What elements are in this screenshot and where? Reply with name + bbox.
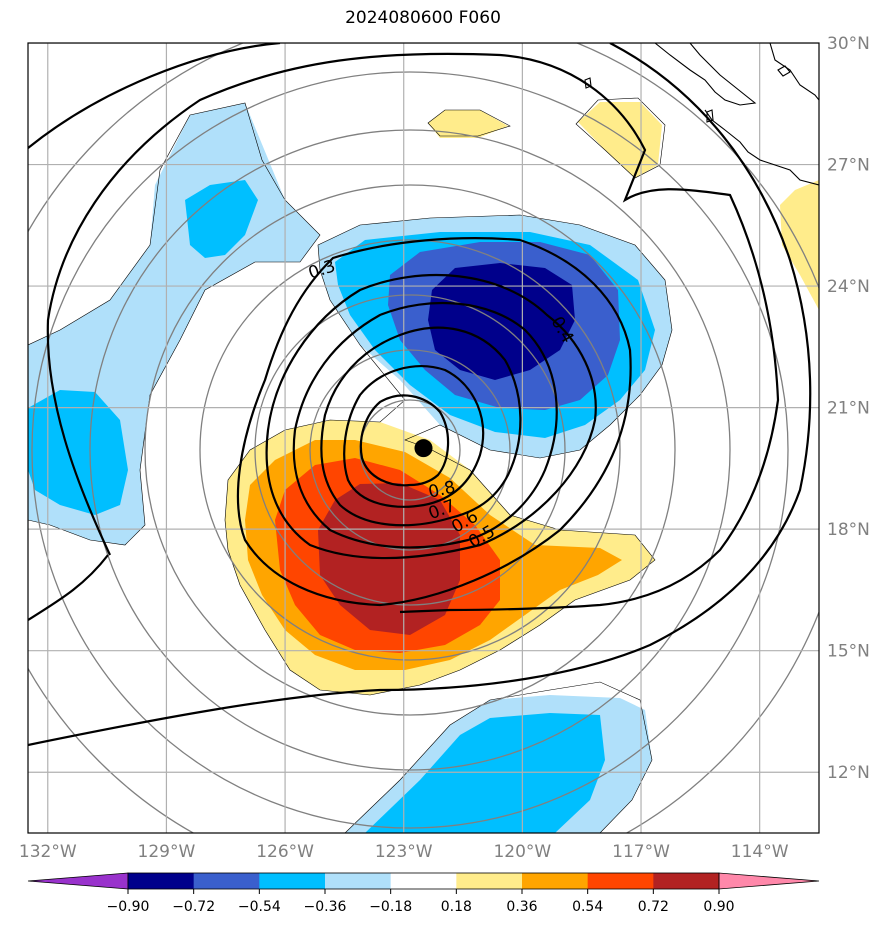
lat-tick-label: 12°N xyxy=(827,763,870,783)
zero-line-bottom xyxy=(344,681,653,833)
zero-line-center xyxy=(224,214,673,696)
contour-0.3-ring xyxy=(236,237,632,607)
colorbar-tick-label: 0.36 xyxy=(506,899,537,915)
colorbar: −0.90 −0.72 −0.54 −0.36 −0.18 0.18 0.36 0.54 0.7… xyxy=(27,872,820,915)
colorbar-tick-label: 0.18 xyxy=(441,899,472,915)
contour-0.4 xyxy=(265,273,597,560)
shade-neg-navy xyxy=(428,263,575,380)
coastline-mainland xyxy=(769,43,819,101)
lon-tick-label: 117°W xyxy=(612,842,670,862)
center-marker xyxy=(414,439,433,458)
contour-0.5 xyxy=(292,301,558,549)
colorbar-tick-label: −0.18 xyxy=(369,899,412,915)
colorbar-segment xyxy=(193,873,260,889)
lat-tick-label: 21°N xyxy=(827,399,870,419)
colorbar-extend-max xyxy=(718,872,820,890)
zero-line-northeast xyxy=(575,97,666,179)
shade-bottom-cyan xyxy=(365,713,605,833)
lat-tick-label: 27°N xyxy=(827,156,870,176)
lat-tick-label: 24°N xyxy=(827,277,870,297)
contour-0.3 xyxy=(28,554,109,621)
lat-tick-label: 15°N xyxy=(827,642,870,662)
coastline-gulf xyxy=(704,109,819,186)
zero-line-west xyxy=(28,102,321,546)
lat-tick-label: 18°N xyxy=(827,520,870,540)
latitude-tick-labels: 12°N 15°N 18°N 21°N 24°N 27°N 30°N xyxy=(827,34,870,783)
gridlines xyxy=(28,43,819,833)
coastline xyxy=(584,43,819,186)
lon-tick-label: 123°W xyxy=(375,842,433,862)
gray-ring xyxy=(254,294,566,606)
island xyxy=(777,65,791,77)
coastline-baja xyxy=(654,43,757,106)
black-contours xyxy=(28,43,812,747)
colorbar-segment xyxy=(128,873,195,889)
colorbar-tick-label: 0.72 xyxy=(638,899,669,915)
colorbar-tick-label: 0.54 xyxy=(572,899,603,915)
colorbar-segment xyxy=(325,873,392,889)
gray-ring xyxy=(199,239,621,661)
shade-cyan-west xyxy=(28,390,128,515)
contour-0.8 xyxy=(359,394,450,487)
colorbar-tick-label: −0.90 xyxy=(107,899,150,915)
lon-tick-label: 129°W xyxy=(138,842,196,862)
lon-tick-label: 120°W xyxy=(493,842,551,862)
colorbar-segment xyxy=(390,873,457,889)
colorbar-segment xyxy=(456,873,523,889)
gray-ring xyxy=(31,71,789,829)
zero-line-top xyxy=(427,109,511,137)
colorbar-segment xyxy=(587,873,654,889)
contour-0.6 xyxy=(320,326,522,527)
colorbar-tick-label: −0.36 xyxy=(304,899,347,915)
lon-tick-label: 114°W xyxy=(731,842,789,862)
colorbar-tick-label: 0.90 xyxy=(703,899,734,915)
contour-0.7 xyxy=(343,365,485,508)
shade-cyan-northwest xyxy=(185,180,258,258)
contour-mid-ring xyxy=(46,52,780,614)
plot-frame xyxy=(27,42,820,834)
colorbar-frame xyxy=(127,872,720,890)
longitude-tick-labels: 132°W 129°W 126°W 123°W 120°W 117°W 114°W xyxy=(19,842,789,862)
gray-ring xyxy=(89,129,731,771)
shaded-anomaly-field xyxy=(28,102,819,833)
colorbar-segment xyxy=(522,873,589,889)
colorbar-tick-label: −0.72 xyxy=(172,899,215,915)
colorbar-segment xyxy=(653,873,720,889)
colorbar-segment xyxy=(259,873,326,889)
lon-tick-label: 126°W xyxy=(256,842,314,862)
gray-ring xyxy=(309,349,511,551)
contour-outer-ring xyxy=(28,43,812,747)
colorbar-tick-label: −0.54 xyxy=(238,899,281,915)
gray-ring xyxy=(144,184,676,716)
colorbar-extend-min xyxy=(27,872,129,890)
chart-title: 2024080600 F060 xyxy=(345,8,501,28)
lat-tick-label: 30°N xyxy=(827,34,870,54)
shade-yellow-top xyxy=(428,110,508,138)
lon-tick-label: 132°W xyxy=(19,842,77,862)
thin-outline-contours xyxy=(28,97,673,833)
